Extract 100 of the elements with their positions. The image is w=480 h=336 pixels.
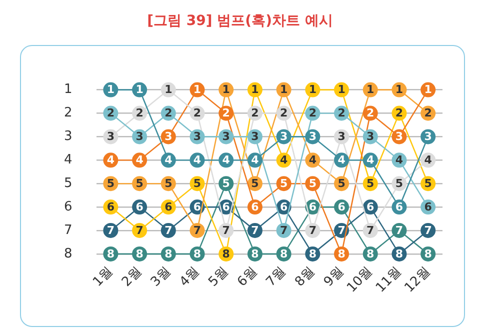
data-label: 3 <box>424 130 432 144</box>
data-label: 3 <box>193 130 202 144</box>
data-label: 7 <box>222 224 230 237</box>
data-label: 3 <box>395 130 404 144</box>
data-label: 3 <box>106 130 115 144</box>
chart-title: [그림 39] 범프(혹)차트 예시 <box>146 12 334 30</box>
data-label: 3 <box>366 130 374 144</box>
data-label: 7 <box>106 224 115 237</box>
y-tick-label: 5 <box>64 176 72 191</box>
x-tick-label: 3월 <box>148 264 174 290</box>
data-label: 6 <box>308 200 317 214</box>
data-label: 8 <box>164 247 172 260</box>
data-label: 1 <box>193 83 202 96</box>
data-label: 7 <box>251 224 259 237</box>
data-label: 1 <box>338 83 346 96</box>
x-tick-label: 5월 <box>206 264 232 290</box>
data-label: 1 <box>424 83 432 96</box>
data-label: 2 <box>366 106 374 120</box>
data-label: 8 <box>136 247 144 260</box>
data-label: 2 <box>106 106 115 120</box>
data-label: 5 <box>395 176 404 190</box>
data-label: 2 <box>280 106 288 120</box>
data-label: 4 <box>222 154 230 167</box>
data-label: 6 <box>164 200 173 214</box>
data-label: 1 <box>395 83 404 96</box>
data-label: 6 <box>395 200 404 214</box>
y-tick-label: 6 <box>64 199 72 214</box>
data-label: 8 <box>338 247 346 260</box>
data-label: 6 <box>338 200 346 214</box>
data-label: 3 <box>222 130 230 144</box>
data-label: 8 <box>395 247 404 260</box>
data-label: 5 <box>193 176 202 190</box>
data-label: 8 <box>222 247 230 260</box>
data-label: 5 <box>280 176 288 190</box>
data-label: 4 <box>251 154 260 167</box>
data-label: 7 <box>136 224 144 237</box>
x-tick-label: 7월 <box>264 264 290 290</box>
data-label: 2 <box>424 106 432 120</box>
data-label: 8 <box>424 247 432 260</box>
data-label: 3 <box>308 130 316 144</box>
data-label: 8 <box>308 247 316 260</box>
data-label: 3 <box>280 130 288 144</box>
data-label: 8 <box>366 247 374 260</box>
data-label: 4 <box>424 154 432 167</box>
data-label: 4 <box>308 154 317 167</box>
data-label: 2 <box>251 106 259 120</box>
data-label: 5 <box>338 176 346 190</box>
data-label: 8 <box>106 247 115 260</box>
data-label: 1 <box>251 83 259 96</box>
data-label: 5 <box>308 176 316 190</box>
data-label: 1 <box>222 83 230 96</box>
data-label: 6 <box>424 200 432 214</box>
data-label: 2 <box>222 106 230 120</box>
data-label: 7 <box>280 224 288 237</box>
data-label: 6 <box>280 200 288 214</box>
y-tick-label: 3 <box>64 129 72 144</box>
data-label: 1 <box>136 83 144 96</box>
data-label: 4 <box>136 154 144 167</box>
data-label: 2 <box>193 106 202 120</box>
data-label: 4 <box>338 154 346 167</box>
data-label: 4 <box>395 154 404 167</box>
data-label: 1 <box>106 83 115 96</box>
data-label: 3 <box>251 130 259 144</box>
data-label: 3 <box>164 130 172 144</box>
data-label: 3 <box>136 130 144 144</box>
data-label: 4 <box>193 154 202 167</box>
data-label: 2 <box>308 106 316 120</box>
x-tick-label: 4월 <box>176 264 203 290</box>
data-label: 4 <box>280 154 288 167</box>
data-label: 5 <box>424 176 432 190</box>
data-label: 7 <box>366 224 374 237</box>
y-tick-label: 8 <box>64 246 72 262</box>
data-label: 5 <box>136 176 144 190</box>
data-label: 5 <box>251 176 259 190</box>
x-tick-label: 6월 <box>234 264 260 290</box>
data-label: 6 <box>136 200 144 214</box>
data-label: 2 <box>136 106 144 120</box>
data-label: 8 <box>280 247 288 260</box>
data-label: 7 <box>338 224 346 237</box>
data-label: 1 <box>308 83 316 96</box>
x-tick-label: 9월 <box>321 264 347 290</box>
data-label: 7 <box>193 224 202 237</box>
data-label: 7 <box>395 224 404 237</box>
data-label: 4 <box>106 154 115 167</box>
data-label: 2 <box>164 106 172 120</box>
y-tick-label: 7 <box>64 222 72 238</box>
data-label: 6 <box>106 200 115 214</box>
data-label: 2 <box>395 106 404 120</box>
data-label: 1 <box>280 83 288 96</box>
y-tick-label: 4 <box>64 152 72 168</box>
data-label: 2 <box>338 106 346 120</box>
y-tick-label: 2 <box>64 106 72 121</box>
data-label: 7 <box>164 224 172 237</box>
x-tick-label: 1월 <box>90 264 116 290</box>
data-label: 6 <box>222 200 230 214</box>
y-tick-label: 1 <box>64 82 72 98</box>
data-label: 6 <box>366 200 375 214</box>
x-tick-label: 2월 <box>119 264 145 290</box>
data-label: 4 <box>366 154 375 167</box>
data-label: 6 <box>251 200 260 214</box>
